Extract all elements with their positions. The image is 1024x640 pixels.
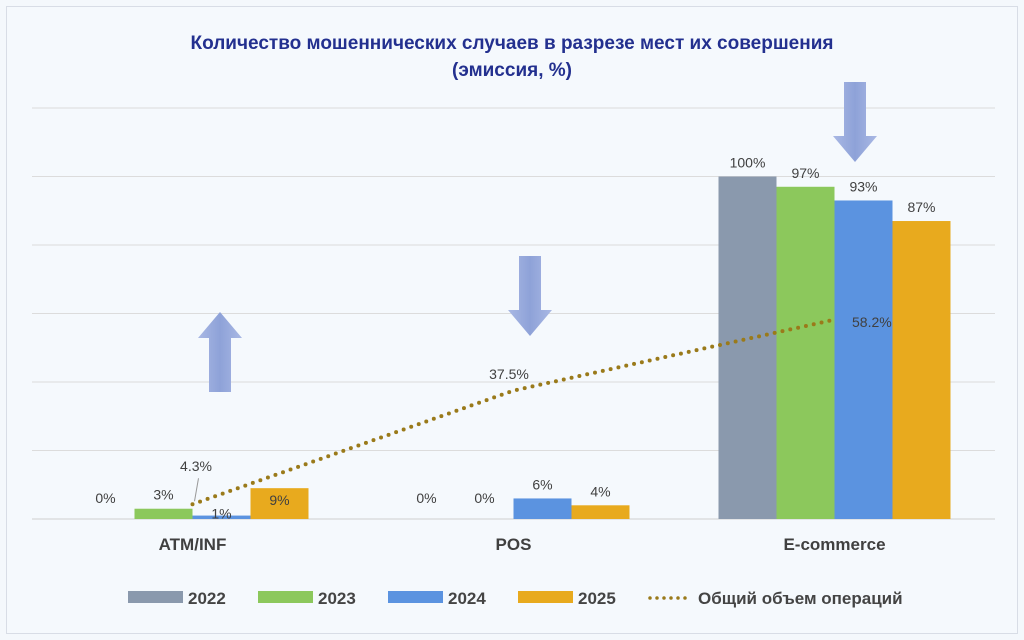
bar-2024 [513, 498, 572, 519]
legend-label: 2023 [318, 589, 356, 608]
title-line: Количество мошеннических случаев в разре… [190, 33, 834, 54]
line-series [190, 317, 837, 507]
legend-swatch-2022 [128, 591, 183, 603]
leader-line [194, 478, 199, 502]
data-label: 6% [532, 476, 552, 492]
data-label: 0% [416, 490, 436, 506]
bar-2024 [834, 200, 893, 519]
line-label: 4.3% [180, 458, 212, 474]
legend-swatch-2025 [518, 591, 573, 603]
bar-2023 [134, 508, 193, 519]
data-label: 9% [269, 492, 289, 508]
category-label: POS [496, 535, 532, 554]
legend-label: Общий объем операций [698, 589, 903, 608]
data-label: 93% [849, 178, 877, 194]
legend-label: 2022 [188, 589, 226, 608]
bar-2022 [718, 176, 777, 519]
category-label: E-commerce [783, 535, 885, 554]
chart-title: Количество мошеннических случаев в разре… [0, 30, 1024, 84]
arrow-down-icon [508, 256, 552, 336]
arrow-down-icon [833, 82, 877, 162]
legend-label: 2025 [578, 589, 616, 608]
bar-2025 [892, 221, 951, 519]
data-label: 1% [211, 506, 231, 522]
line-label: 37.5% [489, 366, 529, 382]
data-label: 0% [474, 490, 494, 506]
legend-swatch-2024 [388, 591, 443, 603]
data-label: 3% [153, 487, 173, 503]
bar-2025 [571, 505, 630, 519]
bar-2023 [776, 186, 835, 519]
arrow-up-icon [198, 312, 242, 392]
line-label: 58.2% [852, 314, 892, 330]
data-label: 100% [730, 155, 766, 171]
bar-2024 [192, 515, 251, 519]
data-label: 87% [907, 199, 935, 215]
legend-swatch-2023 [258, 591, 313, 603]
subtitle-line: (эмиссия, %) [452, 60, 572, 81]
bar-2025 [250, 488, 309, 519]
data-label: 4% [590, 483, 610, 499]
category-label: ATM/INF [159, 535, 227, 554]
legend-label: 2024 [448, 589, 486, 608]
data-label: 0% [95, 490, 115, 506]
data-label: 97% [791, 165, 819, 181]
